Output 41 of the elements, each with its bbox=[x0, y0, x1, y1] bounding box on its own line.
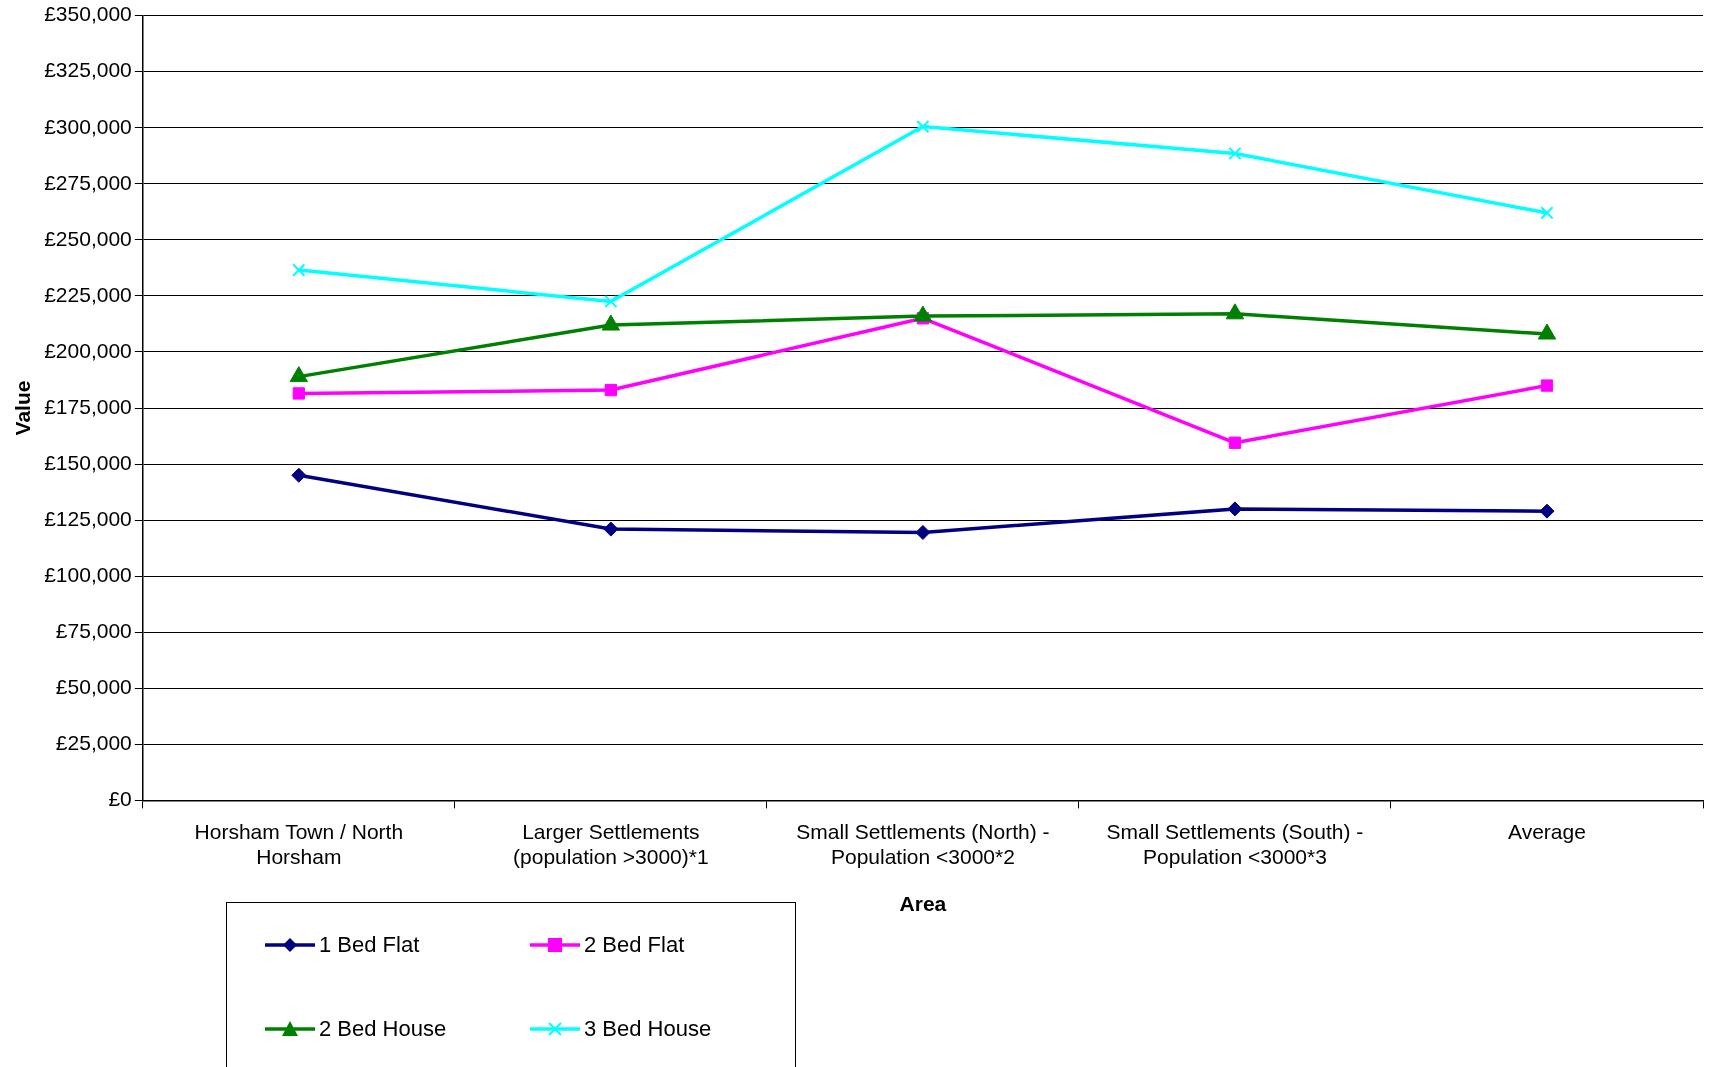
y-tick-label: £25,000 bbox=[55, 731, 132, 755]
y-tick-label: £225,000 bbox=[44, 282, 132, 306]
y-tick-label: £50,000 bbox=[55, 675, 132, 699]
legend-label: 2 Bed House bbox=[319, 1016, 447, 1042]
x-tick-label: Larger Settlements (population >3000)*1 bbox=[513, 819, 709, 868]
y-tick-label: £150,000 bbox=[44, 450, 132, 474]
legend-label: 1 Bed Flat bbox=[319, 932, 420, 958]
point bbox=[916, 119, 930, 134]
y-tick-label: £275,000 bbox=[44, 170, 132, 194]
legend-label: 3 Bed House bbox=[584, 1016, 712, 1042]
x-tick-label: Small Settlements (North) - Population <3000*2 bbox=[796, 819, 1050, 868]
point bbox=[1228, 146, 1242, 161]
y-tick-label: £100,000 bbox=[44, 562, 132, 586]
y-tick-label: £125,000 bbox=[44, 506, 132, 530]
y-tick-label: £175,000 bbox=[44, 394, 132, 418]
legend-label: 2 Bed Flat bbox=[584, 932, 685, 958]
point bbox=[915, 524, 931, 540]
point bbox=[291, 467, 307, 483]
y-tick-label: £75,000 bbox=[55, 619, 132, 643]
x-axis-title: Area bbox=[899, 892, 947, 916]
point bbox=[1227, 501, 1243, 517]
point bbox=[1228, 436, 1242, 449]
point bbox=[603, 521, 619, 537]
y-tick-label: £0 bbox=[108, 787, 132, 811]
y-tick-label: £250,000 bbox=[44, 226, 132, 250]
point bbox=[1539, 503, 1555, 519]
x-tick-label: Small Settlements (South) - Population <3000*3 bbox=[1106, 819, 1364, 868]
point bbox=[1540, 379, 1554, 392]
y-tick-label: £200,000 bbox=[44, 338, 132, 362]
point bbox=[292, 263, 306, 277]
point bbox=[604, 294, 618, 309]
point bbox=[289, 366, 308, 383]
y-tick-label: £300,000 bbox=[44, 114, 132, 138]
y-axis-title: Value bbox=[11, 380, 35, 436]
x-tick-label: Horsham Town / North Horsham bbox=[194, 819, 404, 868]
point bbox=[1540, 206, 1554, 220]
x-tick-label: Average bbox=[1508, 819, 1586, 843]
point bbox=[292, 387, 305, 400]
point bbox=[604, 383, 618, 397]
y-tick-label: £350,000 bbox=[44, 2, 132, 26]
y-tick-label: £325,000 bbox=[44, 58, 132, 82]
